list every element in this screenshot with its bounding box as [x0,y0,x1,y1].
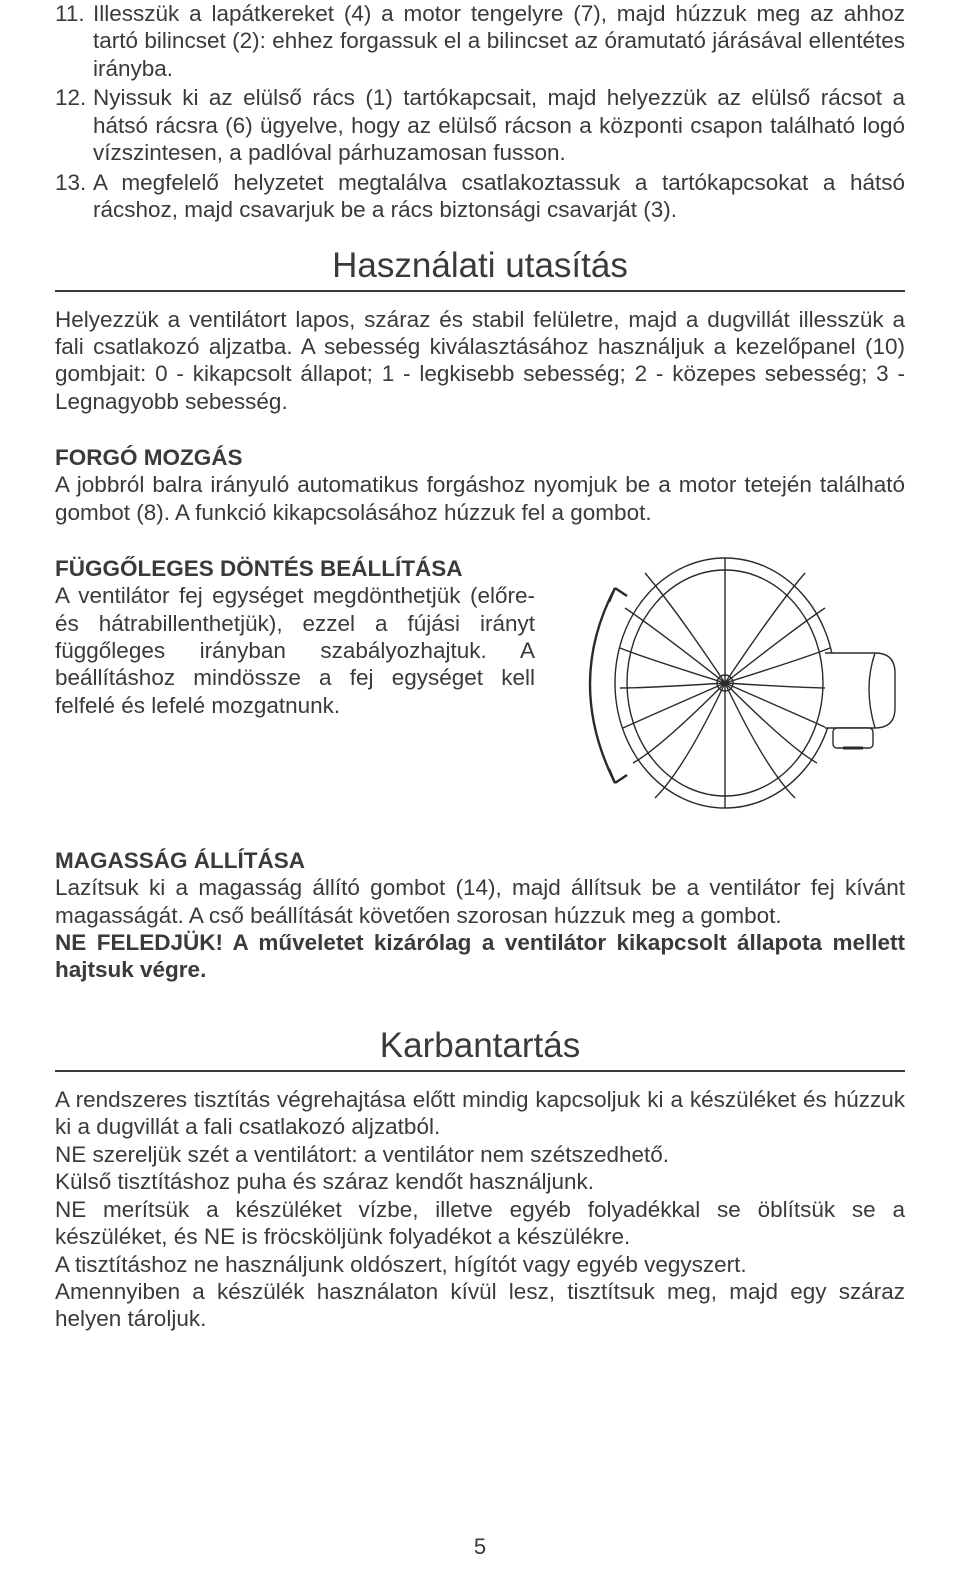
maint-p4: NE merítsük a készüléket vízbe, illetve … [55,1196,905,1251]
height-heading: MAGASSÁG ÁLLÍTÁSA [55,848,905,874]
tilt-text: A ventilátor fej egységet megdönthetjük … [55,582,535,719]
usage-title: Használati utasítás [55,246,905,292]
assembly-steps-list: 11. Illesszük a lapátkereket (4) a motor… [55,0,905,224]
maint-p1: A rendszeres tisztítás végrehajtása előt… [55,1086,905,1141]
maintenance-title: Karbantartás [55,1026,905,1072]
tilt-heading: FÜGGŐLEGES DÖNTÉS BEÁLLÍTÁSA [55,556,535,582]
maint-p5: A tisztításhoz ne használjunk oldószert,… [55,1251,905,1278]
list-text: A megfelelő helyzetet megtalálva csatlak… [93,169,905,224]
maint-p6: Amennyiben a készülék használaton kívül … [55,1278,905,1333]
list-item: 11. Illesszük a lapátkereket (4) a motor… [55,0,905,82]
list-text: Illesszük a lapátkereket (4) a motor ten… [93,0,905,82]
usage-intro: Helyezzük a ventilátort lapos, száraz és… [55,306,905,416]
list-number: 11. [55,0,93,82]
list-item: 13. A megfelelő helyzetet megtalálva csa… [55,169,905,224]
maint-p3: Külső tisztításhoz puha és száraz kendőt… [55,1168,905,1195]
fan-tilt-diagram-icon [575,556,905,818]
page-number: 5 [0,1534,960,1560]
rotate-text: A jobbról balra irányuló automatikus for… [55,471,905,526]
tilt-section: FÜGGŐLEGES DÖNTÉS BEÁLLÍTÁSA A ventiláto… [55,556,905,818]
list-number: 12. [55,84,93,166]
list-text: Nyissuk ki az elülső rács (1) tartókapcs… [93,84,905,166]
list-number: 13. [55,169,93,224]
height-warning: NE FELEDJÜK! A műveletet kizárólag a ven… [55,929,905,984]
height-text: Lazítsuk ki a magasság állító gombot (14… [55,874,905,929]
rotate-heading: FORGÓ MOZGÁS [55,445,905,471]
list-item: 12. Nyissuk ki az elülső rács (1) tartók… [55,84,905,166]
maint-p2: NE szereljük szét a ventilátort: a venti… [55,1141,905,1168]
